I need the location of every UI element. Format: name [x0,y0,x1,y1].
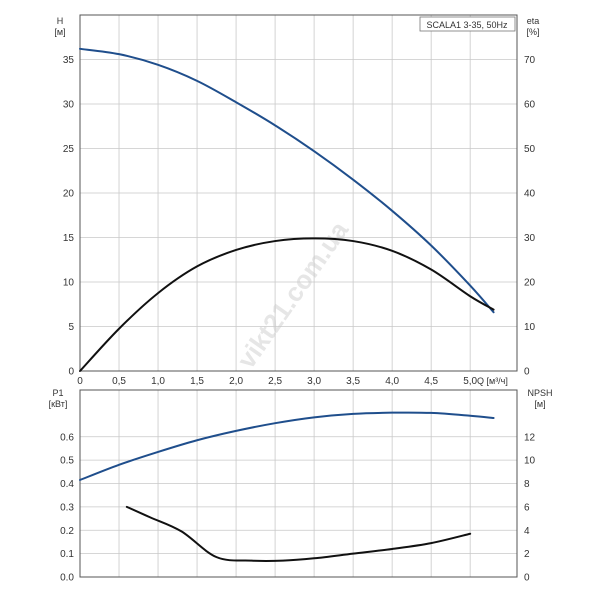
eta-axis-unit: [%] [526,27,539,37]
x-tick-label: 3,5 [346,376,360,387]
efficiency-curve [79,237,495,372]
p1-axis-label: P1 [52,388,63,398]
head-axis-label: H [57,16,64,26]
x-tick-label: 1,0 [151,376,165,387]
npsh-axis-unit: [м] [534,399,545,409]
p1-tick-label: 0.0 [60,573,74,584]
eta-tick-label: 40 [524,189,536,200]
head-tick-label: 20 [63,189,75,200]
eta-tick-label: 70 [524,55,536,66]
p1-tick-label: 0.2 [60,526,74,537]
x-tick-label: 5,0 [463,376,477,387]
head-tick-label: 15 [63,233,75,244]
head-tick-label: 25 [63,144,75,155]
ticks-layer: 0 0,5 1,0 1,5 2,0 2,5 3,0 3,5 4,0 4,5 5,0051015202… [60,55,535,584]
p1-tick-label: 0.6 [60,432,74,443]
x-tick-label: 4,0 [385,376,399,387]
head-tick-label: 30 [63,100,75,111]
eta-tick-label: 50 [524,144,536,155]
head-tick-label: 5 [68,322,74,333]
x-tick-label: 2,0 [229,376,243,387]
npsh-axis-label: NPSH [527,388,552,398]
x-tick-label: 2,5 [268,376,282,387]
p1-axis-unit: [кВт] [49,399,68,409]
top-plot-frame [79,14,518,372]
npsh-tick-label: 10 [524,456,536,467]
eta-tick-label: 0 [524,367,530,378]
eta-tick-label: 20 [524,278,536,289]
x-tick-label: 0,5 [112,376,126,387]
power-p1-curve [79,411,495,481]
p1-tick-label: 0.3 [60,502,74,513]
x-tick-label: 1,5 [190,376,204,387]
eta-tick-label: 30 [524,233,536,244]
eta-tick-label: 10 [524,322,536,333]
title-box [419,16,516,32]
head-tick-label: 10 [63,278,75,289]
npsh-tick-label: 6 [524,502,530,513]
flow-axis-label: Q [м³/ч] [477,376,508,386]
npsh-tick-label: 12 [524,432,536,443]
p1-tick-label: 0.5 [60,456,74,467]
bottom-plot-frame [79,389,518,578]
npsh-tick-label: 2 [524,549,530,560]
npsh-tick-label: 8 [524,479,530,490]
grid-layer [80,15,517,577]
x-tick-label: 3,0 [307,376,321,387]
x-tick-label: 4,5 [424,376,438,387]
eta-tick-label: 60 [524,100,536,111]
chart-title: SCALA1 3-35, 50Hz [426,20,508,30]
x-tick-label: 0 [77,376,83,387]
head-curve [79,47,495,314]
p1-tick-label: 0.1 [60,549,74,560]
p1-tick-label: 0.4 [60,479,74,490]
head-tick-label: 35 [63,55,75,66]
head-axis-unit: [м] [54,27,65,37]
curves-layer [79,47,495,563]
npsh-tick-label: 0 [524,573,530,584]
head-tick-label: 0 [68,367,74,378]
eta-axis-label: eta [527,16,540,26]
npsh-curve [125,505,472,563]
npsh-tick-label: 4 [524,526,530,537]
